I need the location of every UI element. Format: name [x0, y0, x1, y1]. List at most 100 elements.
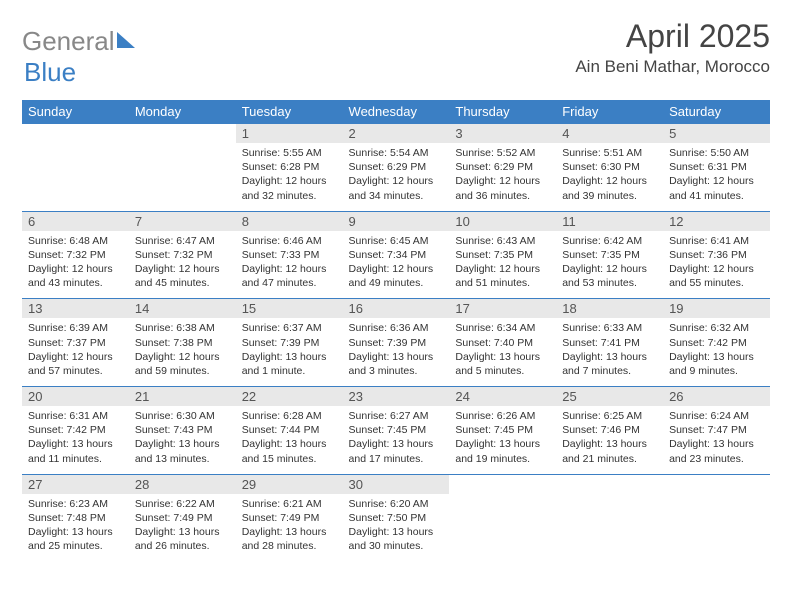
sunset-line: Sunset: 6:31 PM [669, 161, 747, 173]
sunset-line: Sunset: 7:40 PM [455, 337, 533, 349]
sunset-line: Sunset: 7:39 PM [349, 337, 427, 349]
sunset-line: Sunset: 7:42 PM [28, 424, 106, 436]
sunset-line: Sunset: 7:46 PM [562, 424, 640, 436]
day-number-cell: 28 [129, 474, 236, 494]
daylight-line: Daylight: 13 hours and 28 minutes. [242, 526, 327, 552]
day-content-cell: Sunrise: 5:50 AMSunset: 6:31 PMDaylight:… [663, 143, 770, 211]
sunset-line: Sunset: 7:32 PM [135, 249, 213, 261]
day-number-cell: 5 [663, 124, 770, 144]
day-content-cell: Sunrise: 6:32 AMSunset: 7:42 PMDaylight:… [663, 318, 770, 386]
calendar-table: SundayMondayTuesdayWednesdayThursdayFrid… [22, 100, 770, 561]
sunrise-line: Sunrise: 6:31 AM [28, 410, 108, 422]
daylight-line: Daylight: 13 hours and 25 minutes. [28, 526, 113, 552]
day-content-cell: Sunrise: 6:31 AM Sunset: 7:42 PM Daylight:… [22, 406, 129, 474]
sunrise-line: Sunrise: 6:39 AM [28, 322, 108, 334]
day-content-cell [449, 494, 556, 562]
day-number-cell: 24 [449, 387, 556, 407]
sunset-line: Sunset: 6:29 PM [455, 161, 533, 173]
day-number-cell: 29 [236, 474, 343, 494]
day-content-cell: Sunrise: 6:36 AMSunset: 7:39 PMDaylight:… [343, 318, 450, 386]
day-content-row: Sunrise: 6:23 AMSunset: 7:48 PMDaylight:… [22, 494, 770, 562]
day-number-cell: 14 [129, 299, 236, 319]
day-number-cell [663, 474, 770, 494]
sunrise-line: Sunrise: 6:22 AM [135, 498, 215, 510]
sunrise-line: Sunrise: 6:30 AM [135, 410, 215, 422]
sunrise-line: Sunrise: 6:26 AM [455, 410, 535, 422]
day-number-cell: 2 [343, 124, 450, 144]
day-content-row: Sunrise: 6:31 AM Sunset: 7:42 PM Daylight:… [22, 406, 770, 474]
daylight-line: Daylight: 12 hours and 49 minutes. [349, 263, 434, 289]
daylight-line: Daylight: 12 hours and 45 minutes. [135, 263, 220, 289]
sunset-line: Sunset: 7:43 PM [135, 424, 213, 436]
weekday-header: Monday [129, 100, 236, 124]
daylight-line: Daylight: 13 hours and 13 minutes. [135, 438, 220, 464]
day-content-cell: Sunrise: 6:45 AM Sunset: 7:34 PM Daylight:… [343, 231, 450, 299]
sunrise-line: Sunrise: 5:52 AM [455, 147, 535, 159]
day-content-cell: Sunrise: 6:26 AMSunset: 7:45 PMDaylight:… [449, 406, 556, 474]
title-block: April 2025 Ain Beni Mathar, Morocco [575, 18, 770, 77]
sunset-line: Sunset: 7:47 PM [669, 424, 747, 436]
day-content-cell: Sunrise: 6:30 AM Sunset: 7:43 PM Daylight:… [129, 406, 236, 474]
daylight-line: Daylight: 13 hours and 1 minute. [242, 351, 327, 377]
sunrise-line: Sunrise: 6:32 AM [669, 322, 749, 334]
day-content-cell: Sunrise: 6:43 AMSunset: 7:35 PMDaylight:… [449, 231, 556, 299]
day-content-cell: Sunrise: 6:46 AMSunset: 7:33 PMDaylight:… [236, 231, 343, 299]
day-content-cell: Sunrise: 6:23 AMSunset: 7:48 PMDaylight:… [22, 494, 129, 562]
sunrise-line: Sunrise: 6:37 AM [242, 322, 322, 334]
sunrise-line: Sunrise: 6:24 AM [669, 410, 749, 422]
month-title: April 2025 [575, 18, 770, 55]
day-number-row: 12345 [22, 124, 770, 144]
daylight-line: Daylight: 12 hours and 53 minutes. [562, 263, 647, 289]
sunset-line: Sunset: 6:30 PM [562, 161, 640, 173]
sunset-line: Sunset: 7:38 PM [135, 337, 213, 349]
day-content-cell: Sunrise: 6:21 AMSunset: 7:49 PMDaylight:… [236, 494, 343, 562]
sunrise-line: Sunrise: 6:28 AM [242, 410, 322, 422]
day-content-cell: Sunrise: 6:28 AMSunset: 7:44 PMDaylight:… [236, 406, 343, 474]
weekday-header: Sunday [22, 100, 129, 124]
logo: General [22, 18, 135, 57]
day-content-cell: Sunrise: 5:51 AMSunset: 6:30 PMDaylight:… [556, 143, 663, 211]
weekday-header: Saturday [663, 100, 770, 124]
daylight-line: Daylight: 12 hours and 39 minutes. [562, 175, 647, 201]
day-number-cell [449, 474, 556, 494]
day-content-cell: Sunrise: 6:47 AMSunset: 7:32 PMDaylight:… [129, 231, 236, 299]
sunset-line: Sunset: 7:48 PM [28, 512, 106, 524]
daylight-line: Daylight: 13 hours and 11 minutes. [28, 438, 113, 464]
logo-text-1: General [22, 26, 115, 57]
sunset-line: Sunset: 7:45 PM [455, 424, 533, 436]
day-number-cell [22, 124, 129, 144]
daylight-line: Daylight: 12 hours and 47 minutes. [242, 263, 327, 289]
day-number-cell: 25 [556, 387, 663, 407]
day-number-cell: 23 [343, 387, 450, 407]
weekday-header: Friday [556, 100, 663, 124]
daylight-line: Daylight: 12 hours and 55 minutes. [669, 263, 754, 289]
sunrise-line: Sunrise: 6:38 AM [135, 322, 215, 334]
day-content-cell: Sunrise: 6:38 AMSunset: 7:38 PMDaylight:… [129, 318, 236, 386]
day-number-cell: 19 [663, 299, 770, 319]
daylight-line: Daylight: 12 hours and 43 minutes. [28, 263, 113, 289]
day-content-cell: Sunrise: 5:54 AMSunset: 6:29 PMDaylight:… [343, 143, 450, 211]
sunset-line: Sunset: 7:32 PM [28, 249, 106, 261]
sunrise-line: Sunrise: 6:21 AM [242, 498, 322, 510]
day-number-cell: 30 [343, 474, 450, 494]
sunrise-line: Sunrise: 6:46 AM [242, 235, 322, 247]
sunset-line: Sunset: 7:34 PM [349, 249, 427, 261]
daylight-line: Daylight: 12 hours and 41 minutes. [669, 175, 754, 201]
sunrise-line: Sunrise: 6:20 AM [349, 498, 429, 510]
daylight-line: Daylight: 13 hours and 17 minutes. [349, 438, 434, 464]
day-content-cell: Sunrise: 6:27 AMSunset: 7:45 PMDaylight:… [343, 406, 450, 474]
day-number-cell: 18 [556, 299, 663, 319]
day-number-cell: 1 [236, 124, 343, 144]
sunrise-line: Sunrise: 6:42 AM [562, 235, 642, 247]
day-number-cell: 12 [663, 211, 770, 231]
day-number-row: 6789101112 [22, 211, 770, 231]
sunrise-line: Sunrise: 5:54 AM [349, 147, 429, 159]
day-number-cell: 15 [236, 299, 343, 319]
sunrise-line: Sunrise: 6:45 AM [349, 235, 429, 247]
day-number-cell: 21 [129, 387, 236, 407]
day-number-cell: 27 [22, 474, 129, 494]
logo-text-2: Blue [22, 57, 76, 87]
day-number-cell: 20 [22, 387, 129, 407]
day-number-row: 13141516171819 [22, 299, 770, 319]
day-content-cell: Sunrise: 6:25 AMSunset: 7:46 PMDaylight:… [556, 406, 663, 474]
